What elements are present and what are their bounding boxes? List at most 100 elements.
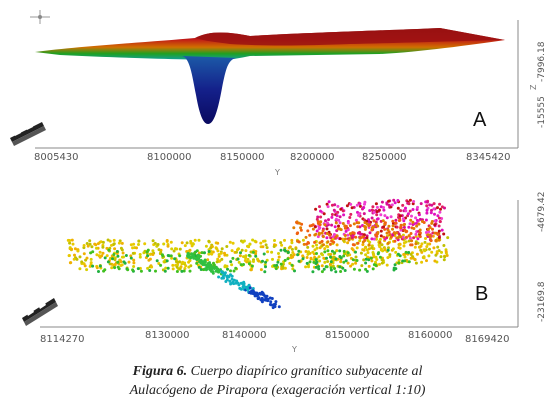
data-point xyxy=(146,266,150,270)
data-point xyxy=(306,229,310,233)
data-point xyxy=(232,282,236,286)
data-point xyxy=(354,261,358,265)
data-point xyxy=(229,282,233,286)
data-point xyxy=(67,254,71,257)
data-point xyxy=(323,247,327,251)
data-point xyxy=(399,209,403,213)
data-point xyxy=(369,256,373,260)
data-point xyxy=(401,259,405,263)
data-point xyxy=(91,250,95,254)
data-point xyxy=(404,240,408,244)
data-point xyxy=(320,264,324,268)
data-point xyxy=(414,242,418,246)
caption-line-1: Figura 6. Cuerpo diapírico granítico sub… xyxy=(0,362,555,381)
data-point xyxy=(297,249,301,253)
data-point xyxy=(348,232,352,236)
data-point xyxy=(339,228,343,232)
data-point xyxy=(375,205,379,209)
data-point xyxy=(249,289,253,293)
data-point xyxy=(319,209,322,213)
data-point xyxy=(131,251,135,255)
data-point xyxy=(265,246,269,250)
data-point xyxy=(95,266,99,270)
data-point xyxy=(231,256,235,260)
data-point xyxy=(391,247,395,251)
data-point xyxy=(365,269,369,273)
data-point xyxy=(367,224,371,228)
data-point xyxy=(346,233,350,237)
data-point xyxy=(268,296,272,300)
data-point xyxy=(208,261,211,265)
data-point xyxy=(341,209,345,213)
data-point xyxy=(277,252,280,255)
data-point xyxy=(363,200,367,204)
data-point xyxy=(385,263,389,267)
data-point xyxy=(379,229,383,233)
surface-trough-a xyxy=(182,56,236,124)
data-point xyxy=(89,257,93,261)
data-point xyxy=(297,259,301,263)
data-point xyxy=(214,246,218,250)
data-point xyxy=(378,237,382,241)
data-point xyxy=(113,258,117,262)
data-point xyxy=(343,269,347,272)
data-point xyxy=(383,214,387,218)
data-point xyxy=(407,260,411,264)
data-point xyxy=(190,253,194,256)
data-point xyxy=(283,266,287,270)
data-point xyxy=(402,244,406,248)
surface-top-a xyxy=(195,28,505,46)
data-point xyxy=(367,258,371,262)
data-point xyxy=(322,212,326,216)
data-point xyxy=(175,265,179,269)
data-point xyxy=(70,238,74,242)
data-point xyxy=(216,249,220,253)
data-point xyxy=(430,208,433,212)
data-point xyxy=(124,254,128,257)
data-point xyxy=(424,237,427,240)
data-point xyxy=(271,306,275,310)
data-point xyxy=(82,244,86,247)
data-point xyxy=(274,300,278,304)
data-point xyxy=(172,249,176,253)
data-point xyxy=(348,216,352,219)
data-point xyxy=(83,264,87,268)
data-point xyxy=(418,235,422,239)
data-point xyxy=(372,210,376,214)
data-point xyxy=(253,239,257,243)
data-point xyxy=(336,210,340,214)
data-point xyxy=(338,265,342,269)
data-point xyxy=(139,269,143,273)
data-point xyxy=(334,235,338,239)
data-point xyxy=(288,261,292,265)
data-point xyxy=(381,219,385,223)
data-point xyxy=(157,262,161,265)
data-point xyxy=(156,243,160,246)
data-point xyxy=(339,260,343,264)
data-point xyxy=(98,250,102,254)
data-point xyxy=(115,250,119,253)
data-point xyxy=(387,246,390,250)
data-point xyxy=(370,226,374,230)
data-point xyxy=(273,239,276,242)
data-point xyxy=(291,267,295,271)
data-point xyxy=(409,256,413,260)
data-point xyxy=(185,241,189,245)
point-cloud-b xyxy=(66,198,450,310)
data-point xyxy=(429,211,433,215)
data-point xyxy=(335,214,339,218)
data-point xyxy=(337,218,341,222)
data-point xyxy=(392,198,396,202)
data-point xyxy=(363,227,367,231)
data-point xyxy=(396,206,400,210)
data-point xyxy=(249,268,253,272)
data-point xyxy=(337,224,340,228)
data-point xyxy=(375,213,379,217)
data-point xyxy=(409,218,413,222)
data-point xyxy=(241,285,245,289)
data-point xyxy=(206,258,210,262)
data-point xyxy=(316,222,320,225)
data-point xyxy=(308,233,312,237)
panel-b: B 8114270 8130000 8140000 8150000 816000… xyxy=(22,192,547,354)
data-point xyxy=(407,234,411,238)
